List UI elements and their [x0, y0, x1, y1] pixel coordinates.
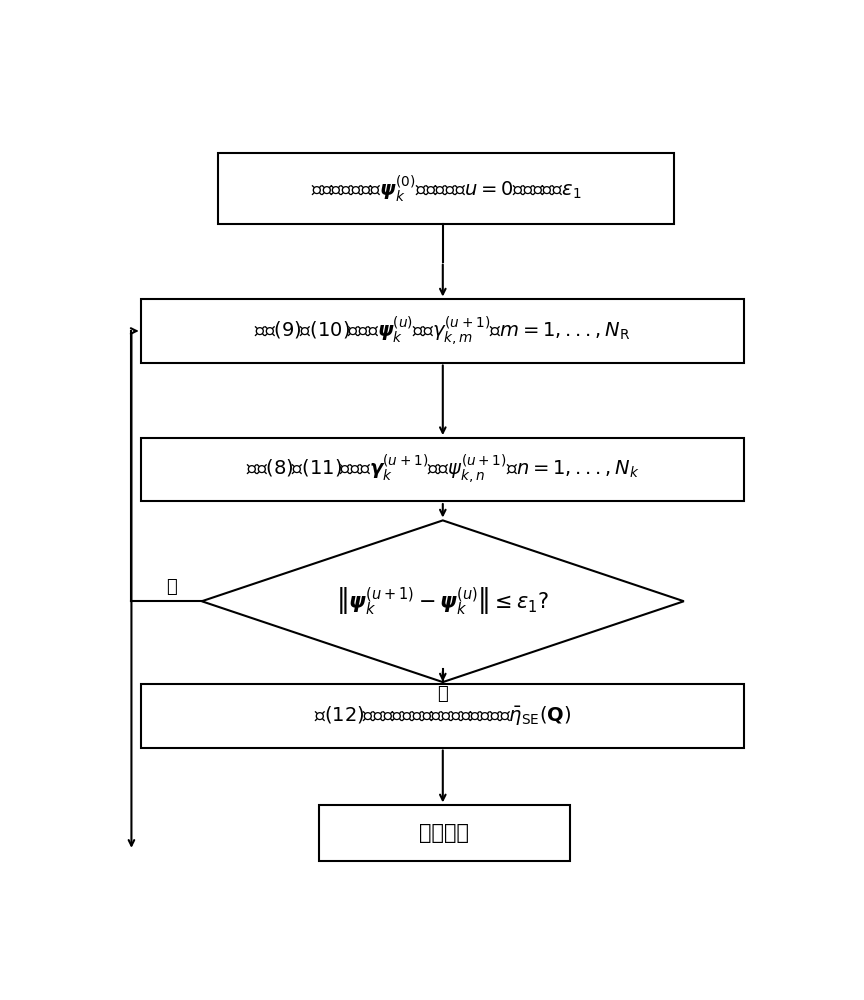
Text: 是: 是: [437, 685, 448, 703]
Bar: [142, 438, 744, 501]
Text: 由式(9)，(10)，根据$\boldsymbol{\psi}_k^{(u)}$计算$\gamma_{k,m}^{(u+1)}$，$m=1,...,N_{\ma: 由式(9)，(10)，根据$\boldsymbol{\psi}_k^{(u)}$…: [255, 314, 631, 348]
Polygon shape: [202, 520, 684, 682]
Text: 终止迭代: 终止迭代: [420, 823, 469, 843]
Bar: [142, 299, 744, 363]
Bar: [219, 153, 674, 224]
Bar: [142, 684, 744, 748]
Text: 否: 否: [166, 578, 177, 596]
Text: $\left\|\boldsymbol{\psi}_k^{(u+1)}-\boldsymbol{\psi}_k^{(u)}\right\|\leq\vareps: $\left\|\boldsymbol{\psi}_k^{(u+1)}-\bol…: [336, 585, 550, 618]
Text: 初始化辅助变量$\boldsymbol{\psi}_k^{(0)}$，迭代次数$u=0$，收敛阈值$\varepsilon_1$: 初始化辅助变量$\boldsymbol{\psi}_k^{(0)}$，迭代次数$…: [311, 173, 581, 204]
Text: 由(12)式得到系统和速率的确定性等同值$\bar{\eta}_{\mathrm{SE}}(\mathbf{Q})$: 由(12)式得到系统和速率的确定性等同值$\bar{\eta}_{\mathrm…: [314, 704, 571, 727]
Bar: [319, 805, 570, 861]
Text: 由式(8)，(11)，根据$\boldsymbol{\gamma}_k^{(u+1)}$计算$\psi_{k,n}^{(u+1)}$，$n=1,...,N_k$: 由式(8)，(11)，根据$\boldsymbol{\gamma}_k^{(u+…: [246, 453, 639, 486]
